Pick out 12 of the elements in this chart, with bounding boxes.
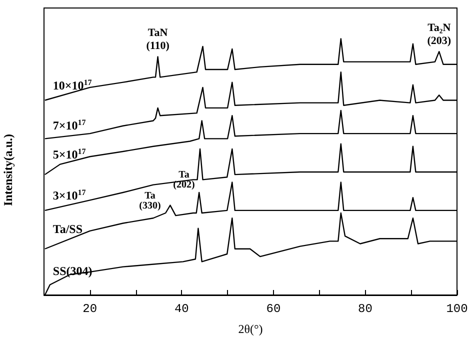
series-label: Ta/SS: [52, 222, 83, 236]
x-axis-title: 2θ(°): [238, 322, 263, 336]
annotation: TaN (110): [146, 27, 170, 52]
y-axis-title: Intensity(a.u.): [1, 134, 15, 206]
x-tick-label: 80: [358, 302, 372, 316]
x-tick-label: 100: [446, 302, 468, 316]
x-tick-label: 60: [266, 302, 281, 316]
annotation: Ta₂N (203): [427, 22, 452, 48]
x-tick-label: 20: [82, 302, 98, 316]
x-tick-label: 40: [174, 302, 189, 316]
annotation: Ta (330): [139, 190, 161, 212]
annotation: Ta (202): [173, 170, 195, 190]
